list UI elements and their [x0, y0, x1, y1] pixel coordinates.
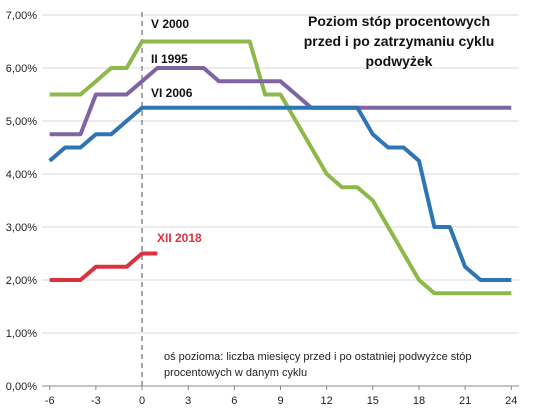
x-tick-label: -3: [91, 395, 101, 407]
series-label-ii-1995: II 1995: [151, 52, 188, 66]
series-line-vi-2006: [48, 105, 512, 282]
chart-title-line-2: przed i po zatrzymaniu cyklu: [304, 33, 495, 49]
x-tick-label: 21: [459, 395, 471, 407]
chart-title-line-1: Poziom stóp procentowych: [308, 13, 490, 29]
x-tick-label: 15: [367, 395, 379, 407]
series-line-v-2000: [49, 39, 512, 296]
series-line-ii-1995: [49, 66, 512, 137]
y-tick-label: 5,00%: [6, 116, 37, 128]
x-tick-label: 24: [505, 395, 517, 407]
y-tick-label: 0,00%: [6, 381, 37, 393]
y-tick-label: 4,00%: [6, 169, 37, 181]
y-tick-label: 1,00%: [6, 328, 37, 340]
x-tick-label: 0: [139, 395, 145, 407]
axis-note-line-2: procentowych w danym cyklu: [164, 367, 307, 379]
y-tick-label: 3,00%: [6, 222, 37, 234]
y-tick-label: 7,00%: [6, 10, 37, 22]
series-lines: [48, 39, 512, 296]
chart-title: Poziom stóp procentowych przed i po zatr…: [304, 13, 495, 69]
axis-note-line-1: oś pozioma: liczba miesięcy przed i po o…: [164, 351, 472, 363]
chart-title-line-3: podwyżek: [366, 53, 433, 69]
x-tick-label: -6: [45, 395, 55, 407]
x-tick-label: 3: [185, 395, 191, 407]
y-tick-label: 6,00%: [6, 63, 37, 75]
axis-note: oś pozioma: liczba miesięcy przed i po o…: [164, 351, 472, 379]
series-line-xii-2018: [49, 251, 158, 282]
series-label-xii-2018: XII 2018: [157, 231, 202, 245]
x-axis-ticks: -6 -3 0 3 6 9 12 15 18 21 24: [45, 386, 517, 407]
y-axis-ticks: 0,00% 1,00% 2,00% 3,00% 4,00% 5,00% 6,00% 7,00%: [6, 10, 37, 393]
y-tick-label: 2,00%: [6, 275, 37, 287]
x-tick-label: 12: [321, 395, 333, 407]
series-label-vi-2006: VI 2006: [151, 86, 193, 100]
gridlines: [42, 14, 519, 334]
x-tick-label: 6: [231, 395, 237, 407]
x-tick-label: 18: [413, 395, 425, 407]
series-label-v-2000: V 2000: [151, 17, 189, 31]
x-tick-label: 9: [277, 395, 283, 407]
